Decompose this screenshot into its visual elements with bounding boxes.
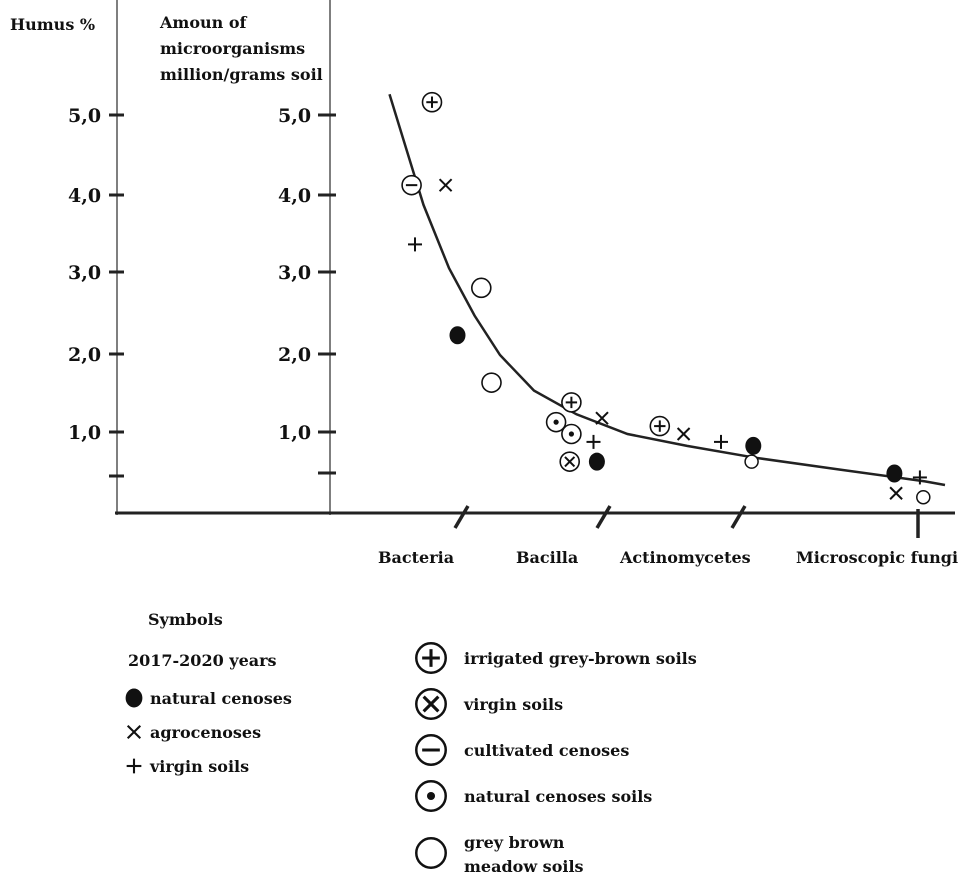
right-y-tick-label: 3,0 [278,262,311,284]
data-point-circle-x [559,451,581,472]
right-y-tick-label: 4,0 [278,185,311,207]
data-point-circle-plus [561,392,582,413]
data-point-circle-small [744,454,759,469]
data-point-cross [676,427,691,441]
legend-item-label: natural cenoses soils [464,787,652,806]
left-y-tick-label: 2,0 [68,344,101,366]
legend-symbol-plus [126,758,142,774]
legend-item-label: virgin soils [463,695,563,714]
left-axis-title: Humus % [10,15,95,34]
legend-item: natural cenoses [125,688,292,708]
legend-item: agrocenoses [126,723,261,742]
data-point-cross [438,178,453,192]
category-label: Bacilla [516,548,578,567]
legend-item-label: meadow soils [464,857,584,873]
data-point-plus [408,237,422,252]
legend-item-label: irrigated grey-brown soils [464,649,697,668]
data-point-plus [586,434,601,449]
left-y-tick-label: 5,0 [68,105,101,127]
data-point-plus [912,470,927,485]
data-point-filled [745,436,762,455]
legend-symbol-cross [126,724,142,740]
right-axis-title-line-1: Amoun of [159,13,248,32]
legend-item: irrigated grey-brown soils [415,642,697,674]
legend-symbol-circle-plus [415,642,447,674]
category-label: Actinomycetes [619,548,751,567]
data-point-circle-plus [649,415,671,437]
category-label: Microscopic fungi [796,548,958,567]
legend-item: virgin soils [126,757,249,776]
data-point-circle-plus [421,91,443,113]
legend-item-label: natural cenoses [150,689,292,708]
right-y-tick-label: 1,0 [278,422,311,444]
data-point-filled [886,464,903,483]
category-marker [453,505,470,529]
legend-symbol-circle-dot [415,780,447,812]
category-marker [595,505,612,529]
left-y-tick-label: 3,0 [68,262,101,284]
legend-item: natural cenoses soils [415,780,652,812]
legend-symbol-circle-minus [415,734,447,766]
data-point-filled [588,452,605,471]
data-point-circle-dot [545,411,567,433]
right-axis-title-line-2: microorganisms [160,39,305,58]
left-y-tick-label: 4,0 [68,185,101,207]
left-y-tick-label: 1,0 [68,422,101,444]
legend-symbol-circle [415,837,447,869]
x-axis-categories: Bacteria Bacilla Actinomycetes Microscopic … [378,505,958,567]
data-point-cross [595,411,609,425]
data-point-circle-small [916,489,931,505]
data-point-circle-minus [401,174,422,196]
legend-title: Symbols [148,610,223,629]
data-point-circle-dot [561,423,582,445]
right-axis-title: Amoun of microorganisms million/grams so… [159,13,323,84]
y-axis-ticks: 5,0 5,0 4,0 4,0 3,0 3,0 2,0 2,0 1,0 1,0 [68,105,336,478]
legend-item-label: virgin soils [149,757,249,776]
trend-line [388,93,946,487]
right-y-tick-label: 2,0 [278,344,311,366]
data-point-filled [449,326,466,345]
legend-item-label: cultivated cenoses [464,741,629,760]
legend-item: virgin soils [415,688,563,720]
legend-item: grey brown meadow soils [415,833,584,873]
category-label: Bacteria [378,548,454,567]
legend-item: cultivated cenoses [415,734,629,766]
data-points [401,91,931,505]
legend-item-label: agrocenoses [150,723,261,742]
legend-right: irrigated grey-brown soils virgin soils cu… [415,642,697,873]
legend-left: natural cenoses agrocenoses virgin soils [125,688,292,776]
data-point-plus [714,434,728,449]
legend-symbol-filled [125,688,143,708]
legend-item-label: grey brown [464,833,565,852]
data-point-circle [481,372,502,393]
legend-period: 2017-2020 years [128,651,277,670]
right-axis-title-line-3: million/grams soil [160,65,323,84]
right-y-tick-label: 5,0 [278,105,311,127]
data-point-circle [470,277,492,299]
category-marker [730,505,747,529]
legend-symbol-circle-x [415,688,447,720]
data-point-cross [889,486,903,500]
